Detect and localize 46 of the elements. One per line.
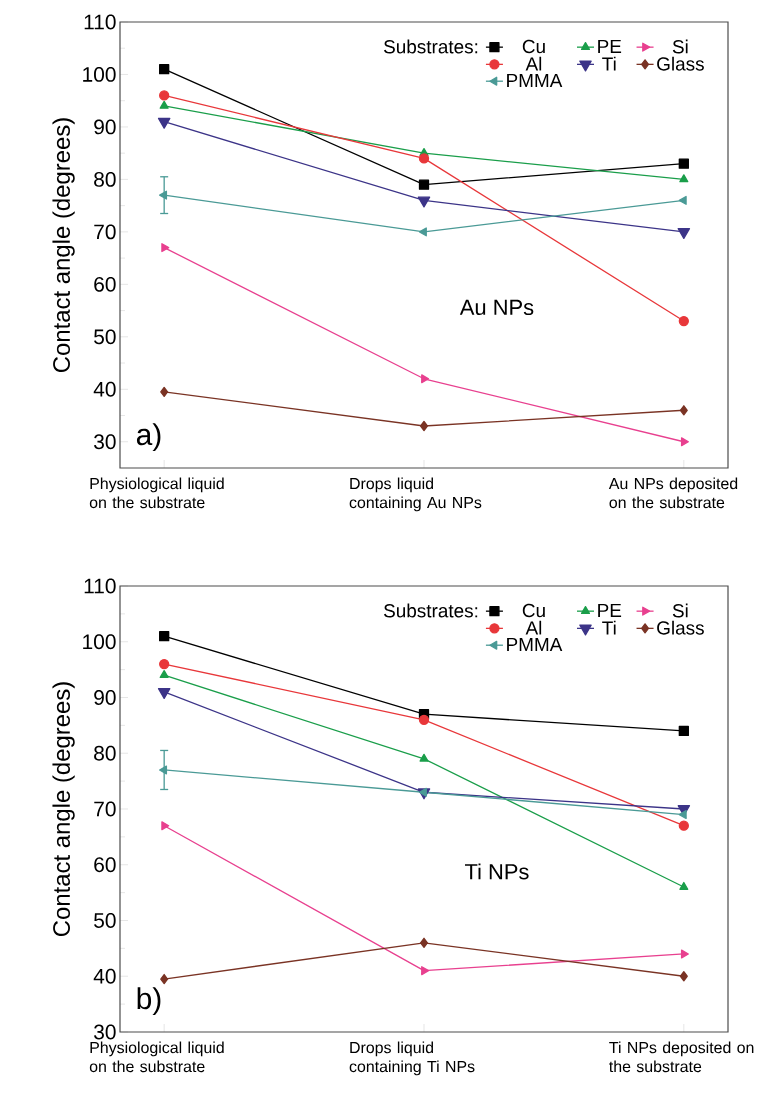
y-tick-label: 60 <box>94 857 116 873</box>
annotation: b) <box>137 987 161 1016</box>
y-tick-label: 40 <box>93 968 116 984</box>
legend-label: PE <box>598 39 622 53</box>
legend-label: PE <box>598 603 622 617</box>
annotation: a) <box>136 423 161 452</box>
annotation: Ti NPs <box>464 863 529 880</box>
y-tick-label: 110 <box>84 578 116 594</box>
y-tick-label: 70 <box>94 801 116 817</box>
y-tick-label: 90 <box>94 690 116 705</box>
y-tick-label: 80 <box>94 745 116 761</box>
y-tick-label: 50 <box>94 913 116 928</box>
y-tick-label: 40 <box>93 381 116 397</box>
y-tick-label: 100 <box>83 67 116 82</box>
x-tick-label: Au NPs deposited on the substrate <box>608 477 738 509</box>
x-tick-label: Drops liquid containing Au NPs <box>349 477 482 512</box>
legend-label: Si <box>672 39 688 54</box>
legend-label: Al <box>525 620 542 635</box>
legend-label: Ti <box>602 56 616 71</box>
legend-label: Glass <box>657 620 704 635</box>
legend-title: Substrates: <box>384 603 478 618</box>
annotation: Au NPs <box>459 299 534 316</box>
y-tick-label: 30 <box>94 434 116 450</box>
y-tick-label: 90 <box>94 119 116 135</box>
legend-label: Glass <box>657 56 704 71</box>
x-tick-label: Physiological liquid on the substrate <box>89 1041 224 1073</box>
legend-label: PMMA <box>507 637 563 651</box>
legend-label: Al <box>525 56 542 71</box>
x-tick-label: Drops liquid containing Ti NPs <box>349 1041 475 1076</box>
y-tick-label: 110 <box>84 14 116 30</box>
y-tick-label: 50 <box>94 329 116 345</box>
y-axis-title: Contact angle (degrees) <box>52 118 75 373</box>
y-tick-label: 100 <box>83 634 116 650</box>
y-tick-label: 80 <box>94 171 116 187</box>
legend-label: PMMA <box>507 73 563 87</box>
x-tick-label: Ti NPs deposited on the substrate <box>609 1041 754 1073</box>
legend-label: Cu <box>522 39 545 54</box>
y-tick-label: 60 <box>94 276 116 292</box>
legend-label: Ti <box>602 620 616 635</box>
legend-label: Cu <box>522 603 545 618</box>
y-tick-label: 30 <box>94 1024 116 1040</box>
legend-title: Substrates: <box>384 39 478 54</box>
legend-label: Si <box>672 603 688 618</box>
y-axis-title: Contact angle (degrees) <box>52 682 75 937</box>
x-tick-label: Physiological liquid on the substrate <box>89 477 224 509</box>
y-tick-label: 70 <box>94 224 116 240</box>
